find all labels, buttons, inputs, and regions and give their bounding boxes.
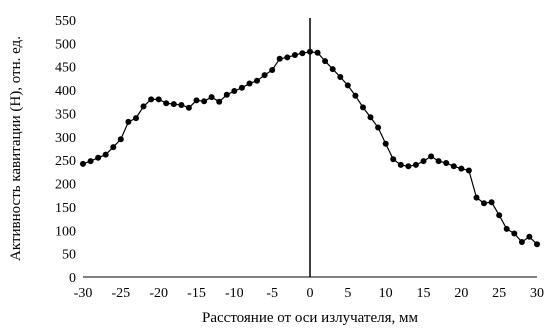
x-tick-label: -10	[225, 286, 244, 301]
data-point	[360, 104, 366, 111]
y-tick-label: 500	[55, 37, 76, 52]
data-points	[80, 48, 540, 248]
data-point	[443, 160, 450, 166]
data-point	[231, 88, 238, 94]
data-point	[223, 91, 230, 98]
x-tick-label: -15	[187, 286, 206, 301]
data-point	[367, 114, 374, 121]
data-point	[420, 158, 427, 165]
data-point	[503, 225, 510, 232]
data-point	[238, 84, 245, 91]
y-tick-label: 550	[55, 14, 76, 29]
x-axis-title: Расстояние от оси излучателя, мм	[202, 310, 419, 326]
data-point	[307, 48, 313, 55]
data-point	[344, 82, 351, 89]
x-tick-label: 0	[307, 286, 314, 301]
data-point	[246, 80, 253, 87]
data-point	[110, 144, 117, 151]
data-point	[269, 67, 276, 73]
data-point	[488, 199, 495, 206]
y-tick-label: 50	[62, 248, 76, 263]
data-point	[337, 74, 344, 80]
data-point	[397, 161, 404, 168]
data-point	[314, 49, 321, 56]
data-point	[526, 233, 533, 240]
data-point	[428, 153, 435, 160]
data-point	[382, 140, 389, 147]
data-point	[276, 55, 283, 62]
data-point	[450, 163, 457, 170]
data-point	[405, 163, 412, 170]
x-tick-label: -20	[149, 286, 168, 301]
x-tick-label: 20	[454, 286, 468, 301]
y-tick-label: 450	[55, 61, 76, 76]
x-tick-label: 10	[379, 286, 393, 301]
data-point	[352, 92, 359, 99]
y-axis-title: Активность кавитации (H), отн. ед.	[8, 36, 24, 261]
data-point	[390, 156, 397, 163]
data-point	[163, 100, 170, 107]
data-point	[284, 54, 291, 61]
y-tick-label: 250	[55, 154, 76, 169]
y-tick-label: 0	[69, 271, 76, 286]
data-point	[412, 161, 419, 168]
x-tick-label: -5	[266, 286, 278, 301]
data-point	[102, 151, 109, 158]
data-point	[329, 66, 336, 73]
data-point	[155, 96, 162, 103]
data-point	[185, 104, 192, 111]
x-tick-label: -30	[74, 286, 93, 301]
y-tick-labels: 0 50 100 150 200 250 300 350 400 450 500 550	[55, 14, 76, 286]
data-point	[518, 239, 525, 245]
data-point	[254, 77, 260, 84]
y-tick-label: 200	[55, 178, 76, 193]
data-point	[140, 103, 147, 110]
data-point	[193, 97, 200, 104]
x-tick-label: 15	[417, 286, 431, 301]
data-point	[178, 102, 185, 108]
data-point	[95, 154, 102, 161]
x-tick-labels: -30 -25 -20 -15 -10 -5 0 5 10 15 20 25 30	[74, 286, 544, 301]
data-point	[261, 72, 268, 79]
data-point	[375, 124, 382, 131]
y-tick-label: 300	[55, 131, 76, 146]
data-point	[216, 98, 223, 105]
data-point	[170, 101, 177, 108]
data-point	[208, 94, 215, 101]
data-point	[511, 230, 518, 237]
data-point	[458, 165, 465, 172]
data-point	[125, 118, 132, 125]
data-point	[534, 241, 540, 248]
y-tick-label: 150	[55, 201, 76, 216]
x-tick-label: -25	[111, 286, 130, 301]
y-tick-label: 100	[55, 224, 76, 239]
data-point	[481, 200, 487, 207]
x-tick-label: 5	[344, 286, 351, 301]
data-point	[435, 158, 442, 165]
y-tick-label: 350	[55, 107, 76, 122]
y-tick-label: 400	[55, 84, 76, 99]
x-tick-label: 25	[492, 286, 506, 301]
data-point	[299, 50, 306, 57]
data-point	[473, 194, 480, 201]
data-point	[133, 115, 139, 122]
data-point	[465, 167, 472, 174]
data-point	[148, 96, 155, 103]
data-point	[322, 58, 329, 65]
data-point	[496, 212, 503, 219]
data-point	[87, 158, 94, 165]
data-point	[80, 160, 86, 167]
data-point	[201, 98, 208, 105]
x-tick-label: 30	[530, 286, 544, 301]
data-point	[117, 136, 124, 143]
data-point	[291, 52, 298, 58]
